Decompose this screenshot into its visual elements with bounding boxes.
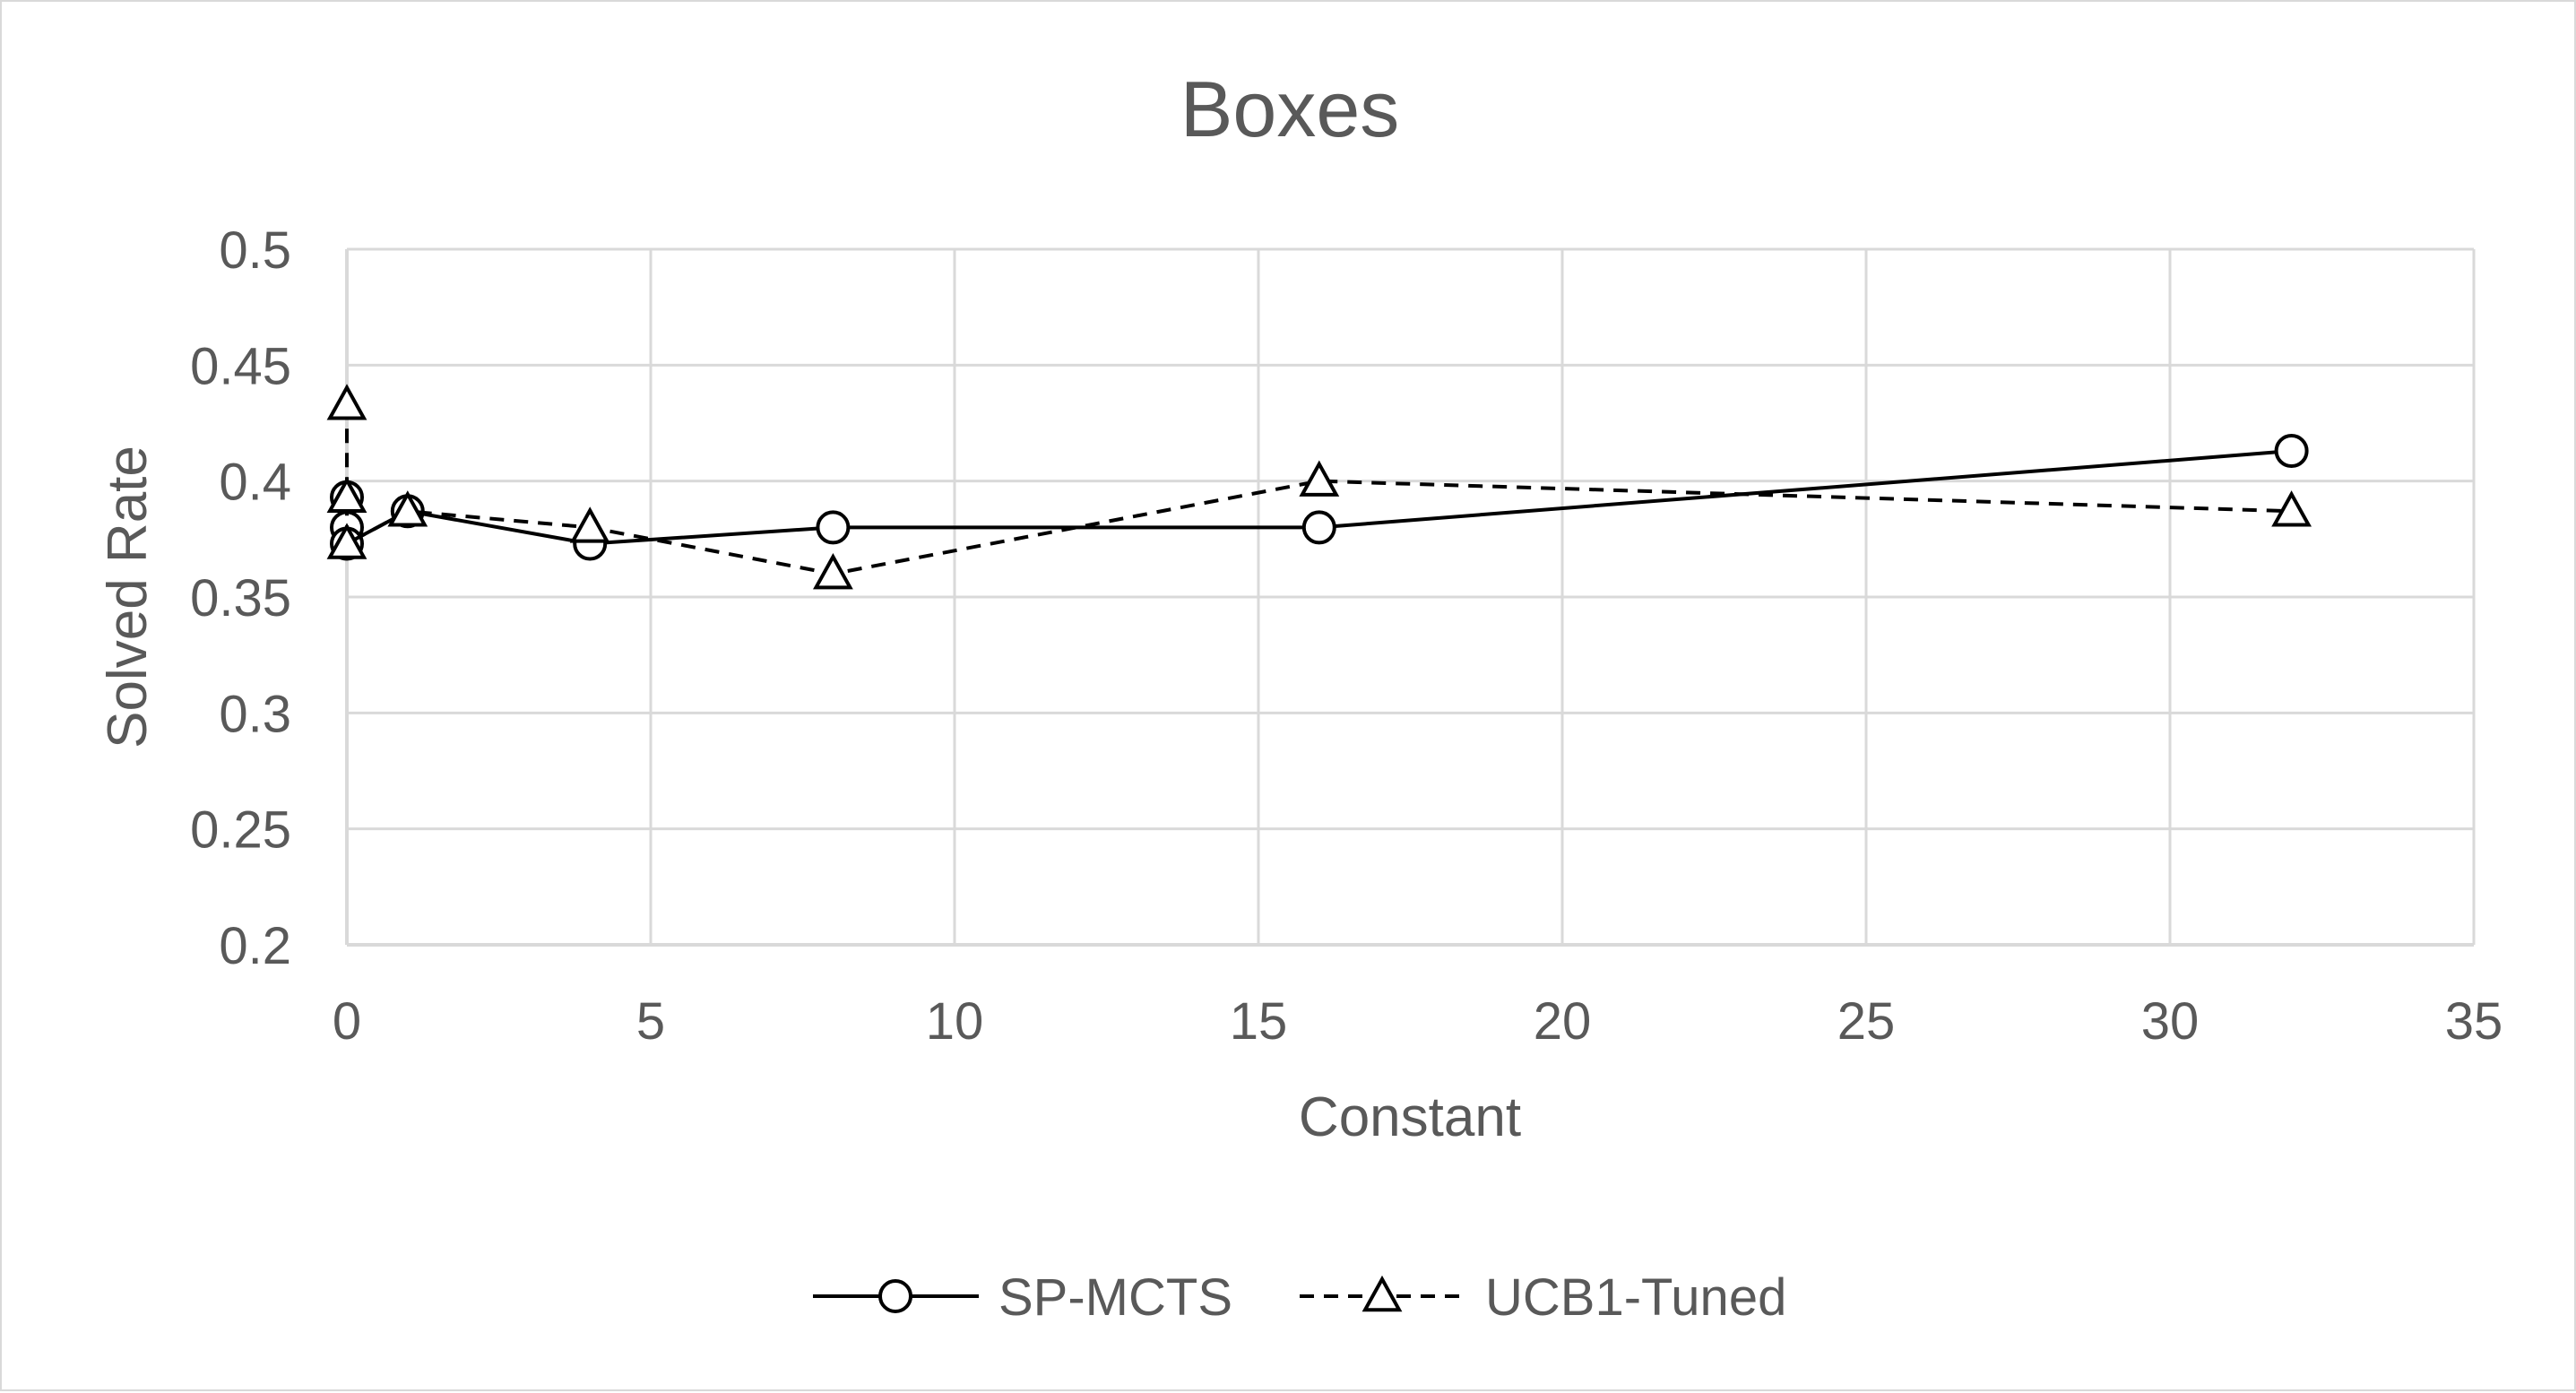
y-tick-label: 0.2 (219, 917, 291, 975)
x-tick-label: 5 (636, 992, 665, 1051)
series-ucb1-tuned (326, 384, 2312, 590)
x-tick-label: 15 (1230, 992, 1288, 1051)
gridlines (347, 247, 2476, 945)
x-tick-label: 25 (1837, 992, 1896, 1051)
x-axis-label: Constant (1299, 1086, 1521, 1148)
chart-title: Boxes (1180, 65, 1400, 153)
y-axis-label: Solved Rate (97, 446, 159, 748)
data-point-circle (816, 510, 851, 545)
data-point-triangle (813, 553, 853, 590)
x-tick-label: 0 (333, 992, 361, 1051)
data-point-circle (1301, 510, 1336, 545)
data-point-triangle (569, 506, 610, 543)
y-tick-label: 0.4 (219, 454, 291, 512)
data-point-circle (2274, 434, 2309, 469)
legend-label: SP-MCTS (998, 1268, 1232, 1327)
x-tick-label: 10 (926, 992, 984, 1051)
data-point-triangle (326, 476, 367, 513)
data-point-triangle (1299, 460, 1340, 497)
x-tick-label: 30 (2141, 992, 2200, 1051)
x-tick-label: 20 (1534, 992, 1592, 1051)
x-axis-ticks: 0 5 10 15 20 25 30 35 (333, 992, 2503, 1051)
y-tick-label: 0.45 (190, 337, 291, 395)
series-sp-mcts (330, 434, 2309, 561)
data-point-triangle (326, 523, 367, 559)
y-tick-label: 0.3 (219, 685, 291, 743)
x-tick-label: 35 (2445, 992, 2503, 1051)
y-tick-label: 0.5 (219, 221, 291, 280)
legend-marker-circle (878, 1279, 912, 1313)
y-tick-label: 0.25 (190, 801, 291, 860)
axes (345, 249, 2474, 947)
legend-marker-triangle (1361, 1275, 1403, 1312)
legend: SP-MCTS UCB1-Tuned (813, 1268, 1786, 1327)
legend-label: UCB1-Tuned (1485, 1268, 1786, 1327)
plot-series (326, 384, 2312, 590)
y-tick-label: 0.35 (190, 569, 291, 627)
y-axis-ticks: 0.2 0.25 0.3 0.35 0.4 0.45 0.5 (190, 221, 291, 975)
data-point-triangle (326, 384, 367, 420)
data-point-triangle (2271, 490, 2312, 527)
legend-entry: SP-MCTS (813, 1268, 1232, 1327)
data-point-triangle (387, 490, 428, 527)
legend-entry: UCB1-Tuned (1300, 1268, 1786, 1327)
